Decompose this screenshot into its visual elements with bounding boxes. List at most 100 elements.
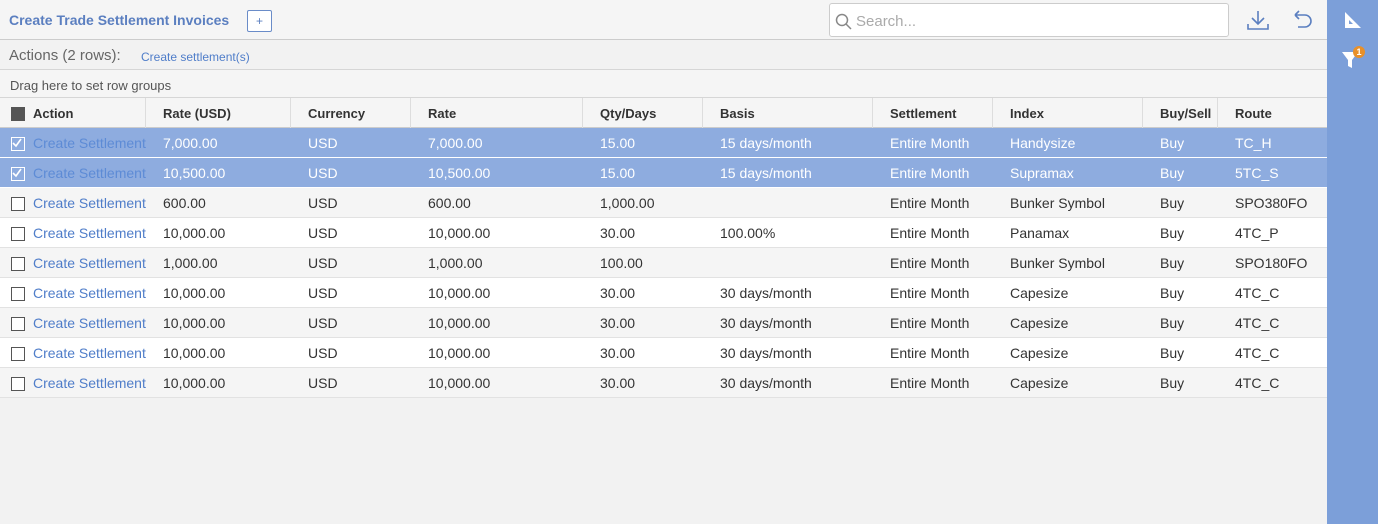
column-divider [145, 98, 146, 128]
action-link[interactable]: Create Settlement [33, 315, 146, 331]
table-cell: SPO180FO [1235, 255, 1307, 271]
column-header[interactable]: Settlement [890, 106, 956, 121]
table-cell: Capesize [1010, 315, 1068, 331]
row-checkbox[interactable] [11, 257, 25, 271]
action-link[interactable]: Create Settlement [33, 225, 146, 241]
table-cell: 30 days/month [720, 345, 812, 361]
group-bar: Drag here to set row groups [0, 70, 1327, 98]
table-row[interactable]: Create Settlement10,000.00USD10,000.0030… [0, 278, 1327, 308]
table-row[interactable]: Create Settlement600.00USD600.001,000.00… [0, 188, 1327, 218]
table-cell: Entire Month [890, 315, 969, 331]
table-row[interactable]: Create Settlement10,000.00USD10,000.0030… [0, 308, 1327, 338]
table-cell: 1,000.00 [600, 195, 655, 211]
grid: Action Rate (USD) Currency Rate Qty/Days Basi… [0, 98, 1327, 398]
action-link[interactable]: Create Settlement [33, 195, 146, 211]
table-cell: Bunker Symbol [1010, 255, 1105, 271]
table-cell: 10,000.00 [163, 225, 225, 241]
table-cell: 1,000.00 [428, 255, 483, 271]
table-row[interactable]: Create Settlement10,000.00USD10,000.0030… [0, 218, 1327, 248]
row-checkbox[interactable] [11, 137, 25, 151]
table-cell: 10,000.00 [428, 285, 490, 301]
table-row[interactable]: Create Settlement1,000.00USD1,000.00100.… [0, 248, 1327, 278]
column-header[interactable]: Rate (USD) [163, 106, 231, 121]
table-cell: 30.00 [600, 285, 635, 301]
table-row[interactable]: Create Settlement10,500.00USD10,500.0015… [0, 158, 1327, 188]
action-link[interactable]: Create Settlement [33, 345, 146, 361]
column-header[interactable]: Currency [308, 106, 365, 121]
table-cell: 10,000.00 [428, 225, 490, 241]
table-cell: 15 days/month [720, 135, 812, 151]
table-cell: 10,000.00 [428, 315, 490, 331]
column-header[interactable]: Action [33, 106, 73, 121]
table-cell: USD [308, 135, 338, 151]
table-cell: 30.00 [600, 225, 635, 241]
row-checkbox[interactable] [11, 197, 25, 211]
table-cell: 30 days/month [720, 315, 812, 331]
column-header[interactable]: Qty/Days [600, 106, 656, 121]
action-link[interactable]: Create Settlement [33, 375, 146, 391]
table-cell: Entire Month [890, 255, 969, 271]
row-checkbox[interactable] [11, 167, 25, 181]
table-cell: 600.00 [428, 195, 471, 211]
column-divider [1142, 98, 1143, 128]
table-cell: 7,000.00 [428, 135, 483, 151]
row-checkbox[interactable] [11, 347, 25, 361]
table-cell: Entire Month [890, 225, 969, 241]
table-cell: 10,500.00 [428, 165, 490, 181]
action-link[interactable]: Create Settlement [33, 285, 146, 301]
row-checkbox[interactable] [11, 377, 25, 391]
search-box[interactable]: Search... [829, 3, 1229, 37]
table-cell: 10,500.00 [163, 165, 225, 181]
undo-button[interactable] [1290, 9, 1314, 31]
action-link[interactable]: Create Settlement [33, 165, 146, 181]
table-cell: Handysize [1010, 135, 1075, 151]
row-checkbox[interactable] [11, 317, 25, 331]
table-cell: 4TC_C [1235, 375, 1279, 391]
table-cell: Entire Month [890, 285, 969, 301]
add-button[interactable]: + [247, 10, 272, 32]
table-cell: Buy [1160, 135, 1184, 151]
column-divider [872, 98, 873, 128]
table-cell: 10,000.00 [163, 315, 225, 331]
table-cell: 10,000.00 [163, 345, 225, 361]
column-header[interactable]: Rate [428, 106, 456, 121]
download-button[interactable] [1246, 9, 1270, 31]
action-link[interactable]: Create Settlement [33, 255, 146, 271]
table-cell: USD [308, 375, 338, 391]
table-cell: USD [308, 345, 338, 361]
column-header[interactable]: Buy/Sell [1160, 106, 1211, 121]
actions-label: Actions (2 rows): [9, 47, 121, 64]
table-cell: 100.00% [720, 225, 775, 241]
table-cell: Buy [1160, 315, 1184, 331]
table-row[interactable]: Create Settlement7,000.00USD7,000.0015.0… [0, 128, 1327, 158]
columns-icon[interactable] [1343, 10, 1363, 30]
table-row[interactable]: Create Settlement 10,000.00 USD 10,000.00 30… [0, 338, 1327, 368]
search-icon [835, 13, 853, 31]
row-checkbox[interactable] [11, 287, 25, 301]
table-cell: Buy [1160, 225, 1184, 241]
row-checkbox[interactable] [11, 227, 25, 241]
table-cell: 4TC_C [1235, 345, 1279, 361]
column-header[interactable]: Route [1235, 106, 1272, 121]
table-cell: Buy [1160, 375, 1184, 391]
table-cell: Buy [1160, 255, 1184, 271]
table-cell: Buy [1160, 345, 1184, 361]
table-cell: 7,000.00 [163, 135, 218, 151]
group-bar-text: Drag here to set row groups [10, 78, 171, 93]
actions-link[interactable]: Create settlement(s) [141, 50, 250, 64]
table-cell: 10,000.00 [428, 345, 490, 361]
table-cell: Entire Month [890, 165, 969, 181]
column-divider [290, 98, 291, 128]
column-divider [1217, 98, 1218, 128]
table-cell: 30.00 [600, 315, 635, 331]
action-link[interactable]: Create Settlement [33, 135, 146, 151]
column-header[interactable]: Index [1010, 106, 1044, 121]
table-row[interactable]: Create Settlement10,000.00USD10,000.0030… [0, 368, 1327, 398]
table-cell: SPO380FO [1235, 195, 1307, 211]
table-cell: Entire Month [890, 135, 969, 151]
table-cell: 30.00 [600, 345, 635, 361]
column-header[interactable]: Basis [720, 106, 755, 121]
select-all-checkbox[interactable] [11, 107, 25, 121]
sidebar: 1 [1327, 0, 1378, 524]
